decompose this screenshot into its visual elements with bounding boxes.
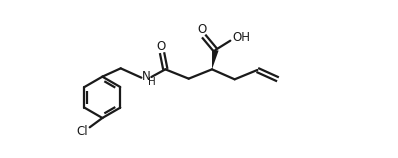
Polygon shape xyxy=(212,49,219,69)
Text: O: O xyxy=(156,40,165,52)
Text: H: H xyxy=(148,77,156,87)
Text: N: N xyxy=(142,70,151,83)
Text: O: O xyxy=(197,23,207,36)
Text: Cl: Cl xyxy=(76,125,88,138)
Text: OH: OH xyxy=(232,31,250,44)
